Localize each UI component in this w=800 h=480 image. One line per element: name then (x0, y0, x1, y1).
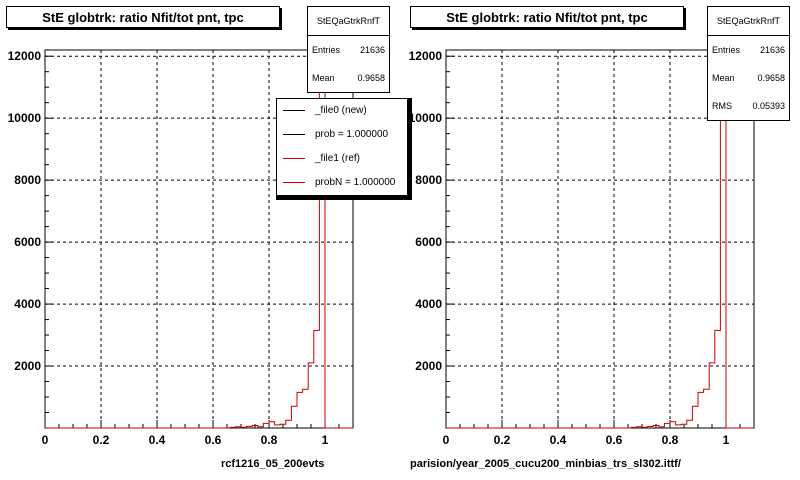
right-ytick-label-2: 6000 (415, 235, 442, 249)
legend-swatch-file0 (283, 110, 305, 111)
left-stats-entries-label: Entries (312, 45, 341, 55)
right-histogram-panel: 0 0.2 0.4 0.6 0.8 1 2000 4000 6000 8000 10000 12000… (400, 0, 800, 480)
right-ytick-label-4: 10000 (409, 111, 443, 125)
right-x-axis-label: parision/year_2005_cucu200_minbias_trs_s… (410, 458, 681, 470)
legend-label-file0: _file0 (new) (315, 105, 367, 116)
legend-entry-probn: probN = 1.000000 (277, 171, 407, 195)
left-xtick-label-0: 0 (42, 433, 49, 447)
left-stats-mean-value: 0.9658 (357, 73, 385, 83)
left-histogram-panel: 0 0.2 0.4 0.6 0.8 1 2000 4000 6000 8000 10000 12000… (6, 6, 408, 470)
legend-entry-file1: _file1 (ref) (277, 147, 407, 171)
left-stats-box: StEQaGtrkRnfT Entries 21636 Mean 0.9658 (307, 6, 390, 93)
left-ytick-label-3: 8000 (14, 173, 41, 187)
right-stats-entries-value: 21636 (759, 45, 785, 55)
legend-swatch-file1 (283, 158, 305, 159)
right-chart-title: StE globtrk: ratio Nfit/tot pnt, tpc (410, 6, 684, 28)
legend-label-prob: prob = 1.000000 (315, 129, 389, 140)
right-stats-entries-label: Entries (712, 45, 741, 55)
legend-entry-file0: _file0 (new) (277, 99, 407, 123)
left-stats-entries-value: 21636 (359, 45, 385, 55)
left-legend: _file0 (new) prob = 1.000000 _file1 (ref… (276, 98, 408, 196)
left-xtick-label-4: 0.8 (261, 433, 278, 447)
right-histogram-series-0 (446, 66, 754, 429)
legend-swatch-prob (283, 134, 305, 135)
left-xtick-label-1: 0.2 (93, 433, 110, 447)
right-stats-rms-value: 0.05393 (752, 101, 785, 111)
right-stats-mean-value: 0.9658 (757, 73, 785, 83)
right-plot-frame (445, 49, 755, 429)
right-xtick-label-1: 0.2 (494, 433, 511, 447)
left-xtick-label-3: 0.6 (205, 433, 222, 447)
right-xtick-label-5: 1 (723, 433, 730, 447)
right-stats-rms-label: RMS (712, 101, 732, 111)
left-xtick-label-5: 1 (322, 433, 329, 447)
legend-label-probn: probN = 1.000000 (315, 177, 396, 188)
left-xtick-label-2: 0.4 (149, 433, 166, 447)
right-ytick-label-0: 2000 (415, 359, 442, 373)
left-ytick-label-1: 4000 (14, 297, 41, 311)
legend-swatch-probn (283, 182, 305, 183)
right-stats-box: StEQaGtrkRnfT Entries 21636 Mean 0.9658 … (707, 6, 790, 121)
right-ytick-label-1: 4000 (415, 297, 442, 311)
left-ytick-label-4: 10000 (8, 111, 42, 125)
right-xtick-label-2: 0.4 (550, 433, 567, 447)
left-ytick-label-0: 2000 (14, 359, 41, 373)
right-ytick-label-5: 12000 (409, 49, 443, 63)
left-ytick-label-2: 6000 (14, 235, 41, 249)
left-stats-mean-label: Mean (312, 73, 335, 83)
left-stats-entries-row: Entries 21636 (308, 36, 389, 64)
left-stats-name: StEQaGtrkRnfT (308, 7, 389, 36)
right-stats-name: StEQaGtrkRnfT (708, 7, 789, 36)
left-ytick-label-5: 12000 (8, 49, 42, 63)
right-xtick-label-4: 0.8 (662, 433, 679, 447)
left-stats-mean-row: Mean 0.9658 (308, 64, 389, 92)
right-stats-mean-row: Mean 0.9658 (708, 64, 789, 92)
left-histogram-series-0 (45, 66, 353, 429)
legend-label-file1: _file1 (ref) (315, 153, 361, 164)
right-ytick-label-3: 8000 (415, 173, 442, 187)
right-xtick-label-3: 0.6 (606, 433, 623, 447)
left-x-axis-label: rcf1216_05_200evts (221, 458, 325, 470)
right-stats-rms-row: RMS 0.05393 (708, 92, 789, 120)
right-stats-entries-row: Entries 21636 (708, 36, 789, 64)
legend-entry-prob: prob = 1.000000 (277, 123, 407, 147)
right-xtick-label-0: 0 (443, 433, 450, 447)
right-stats-mean-label: Mean (712, 73, 735, 83)
left-chart-title: StE globtrk: ratio Nfit/tot pnt, tpc (6, 6, 280, 28)
